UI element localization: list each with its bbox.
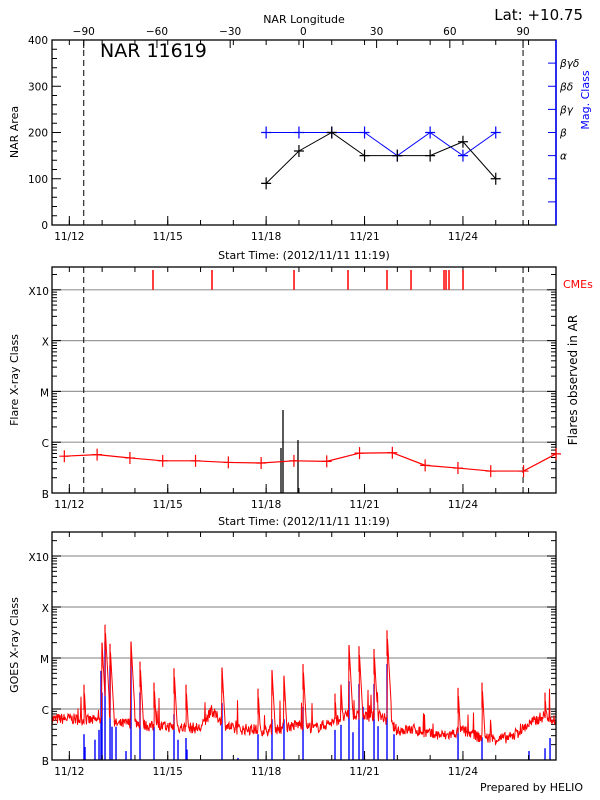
plot-frame [51, 531, 557, 761]
mag-class-tick-label: βγδ [559, 58, 579, 70]
area-panel: 0 100 200 300 400 −90 −60 −30 0 30 60 90 αβ βγ βδ βγδ 11… [28, 26, 579, 243]
plot-frame [51, 266, 557, 494]
longitude-axis-label: NAR Longitude [263, 13, 345, 26]
time-axis-label-2: Start Time: (2012/11/11 11:19) [218, 515, 390, 528]
time-tick-label: 11/15 [153, 499, 183, 511]
y-tick-label: B [42, 489, 49, 501]
time-tick-label: 11/18 [251, 766, 281, 778]
background-flux-point [354, 447, 365, 460]
area-point [293, 145, 304, 157]
mag-class-point [490, 126, 501, 139]
background-flux-point [157, 454, 168, 467]
y-tick-label: X10 [28, 552, 49, 564]
y-tick-label: X10 [28, 286, 49, 298]
mag-class-point [359, 126, 370, 139]
background-flux-point [485, 465, 496, 478]
area-point [425, 149, 436, 162]
flare-panel: B C M X X10 11/12 11/15 11/18 11/21 11/24 [28, 266, 561, 511]
time-axis-label-1: Start Time: (2012/11/11 11:19) [218, 249, 390, 262]
longitude-tick-label: 60 [443, 26, 456, 38]
mag-class-point [261, 126, 272, 139]
time-tick-label: 11/21 [349, 231, 379, 243]
cme-label: CMEs [563, 278, 593, 291]
time-tick-label: 11/12 [54, 766, 84, 778]
y-tick-label: M [40, 654, 49, 666]
mag-class-y-label: Mag. Class [579, 70, 592, 129]
time-tick-label: 11/12 [54, 499, 84, 511]
y-tick-label: 400 [28, 35, 48, 47]
background-flux-point [92, 448, 103, 461]
background-flux-point [518, 465, 529, 478]
background-flux-point [190, 454, 201, 467]
time-tick-label: 11/21 [349, 766, 379, 778]
background-flux-point [124, 451, 135, 464]
background-flux-point [256, 456, 267, 469]
time-tick-label: 11/18 [251, 499, 281, 511]
goes-panel: B C M X X10 11/12 11/15 11/18 11/21 11/24 [28, 531, 557, 778]
footer-credit: Prepared by HELIO [480, 781, 583, 794]
background-flux-point [387, 446, 398, 459]
longitude-tick-label: 90 [516, 26, 529, 38]
area-point [490, 172, 501, 185]
y-tick-label: X [42, 337, 49, 349]
area-point [359, 149, 370, 162]
y-tick-label: X [42, 603, 49, 615]
y-tick-label: C [42, 705, 49, 717]
region-title: NAR 11619 [100, 40, 207, 62]
longitude-tick-label: 30 [370, 26, 383, 38]
time-tick-label: 11/18 [251, 231, 281, 243]
background-flux-point [420, 459, 431, 472]
longitude-tick-label: −60 [146, 26, 168, 38]
mag-class-tick-label: β [559, 128, 567, 140]
background-flux-point [288, 454, 299, 467]
y-tick-label: 300 [28, 81, 48, 93]
mag-class-point [425, 126, 436, 139]
background-flux-point [551, 447, 561, 460]
time-tick-label: 11/24 [448, 766, 479, 778]
time-tick-label: 11/21 [349, 499, 379, 511]
background-flux-point [452, 462, 463, 475]
goes-long-channel-line [51, 633, 557, 746]
mag-class-tick-label: α [560, 151, 567, 163]
y-tick-label: 100 [28, 174, 48, 186]
area-point [326, 126, 337, 139]
flares-in-ar-label: Flares observed in AR [566, 315, 580, 445]
background-flux-point [59, 450, 70, 463]
area-point [457, 135, 468, 148]
mag-class-point [293, 126, 304, 139]
longitude-tick-label: 0 [300, 26, 307, 38]
background-flux-line [64, 452, 557, 472]
y-tick-label: B [42, 756, 49, 768]
longitude-tick-label: −30 [219, 26, 241, 38]
time-tick-label: 11/15 [153, 766, 183, 778]
time-tick-label: 11/24 [448, 499, 479, 511]
time-tick-label: 11/24 [448, 231, 479, 243]
flare-y-label: Flare X-ray Class [8, 334, 21, 426]
y-tick-label: 0 [41, 220, 48, 232]
mag-class-tick-label: βγ [559, 104, 574, 116]
area-point [392, 149, 403, 162]
area-point [261, 177, 272, 190]
y-tick-label: M [40, 387, 49, 399]
time-tick-label: 11/12 [54, 231, 84, 243]
background-flux-point [223, 456, 234, 469]
background-flux-point [321, 455, 332, 468]
mag-class-tick-label: βδ [559, 81, 573, 93]
y-tick-label: 200 [28, 128, 48, 140]
y-tick-label: C [42, 438, 49, 450]
mag-class-point [457, 149, 468, 162]
longitude-tick-label: −90 [73, 26, 95, 38]
area-line [265, 131, 497, 184]
goes-y-label: GOES X-ray Class [8, 597, 21, 693]
time-tick-label: 11/15 [153, 231, 183, 243]
area-y-label: NAR Area [8, 106, 21, 158]
latitude-readout: Lat: +10.75 [494, 6, 583, 24]
mag-class-line [266, 131, 497, 157]
